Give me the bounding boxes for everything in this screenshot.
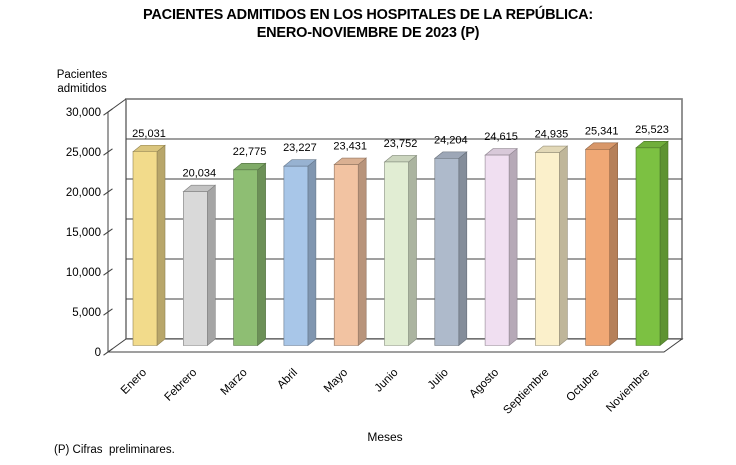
y-tick-label-10000: 10,000 <box>66 267 101 279</box>
bar-junio-side <box>408 154 417 347</box>
y-tick-10000 <box>103 268 113 276</box>
bar-noviembre-side <box>659 140 669 347</box>
bar-febrero-side <box>207 184 216 347</box>
chart-title-line-1: PACIENTES ADMITIDOS EN LOS HOSPITALES DE… <box>143 7 593 23</box>
y-tick-label-25000: 25,000 <box>66 147 101 159</box>
bar-marzo-side <box>257 162 266 347</box>
x-tick-label-junio: Junio <box>373 367 401 395</box>
y-tick-15000 <box>103 228 113 236</box>
y-tick-5000 <box>103 308 113 316</box>
bar-julio-side <box>458 151 468 347</box>
bar-junio-front <box>384 161 409 346</box>
value-label-septiembre: 24,935 <box>535 129 569 141</box>
y-tick-30000 <box>103 108 113 116</box>
chart-footnote: (P) Cifras preliminares. <box>54 444 175 456</box>
y-tick-label-5000: 5,000 <box>72 307 101 319</box>
x-tick-label-julio: Julio <box>426 367 451 392</box>
bar-noviembre <box>635 140 669 347</box>
bar-abril <box>283 159 317 347</box>
value-label-octubre: 25,341 <box>585 125 619 137</box>
x-tick-label-enero: Enero <box>119 367 149 397</box>
bar-octubre <box>584 142 619 347</box>
bar-abril-side <box>307 159 317 347</box>
x-tick-label-septiembre: Septiembre <box>501 367 551 417</box>
bar-mayo-side <box>357 157 367 347</box>
bar-marzo-front <box>233 169 258 346</box>
x-axis-title: Meses <box>367 430 403 444</box>
bar-abril-front <box>283 165 309 346</box>
y-tick-20000 <box>103 188 113 196</box>
x-tick-label-noviembre: Noviembre <box>604 367 652 415</box>
bar-noviembre-front <box>635 147 661 346</box>
bar-enero-front <box>132 151 158 346</box>
bar-octubre-front <box>585 148 611 346</box>
x-tick-label-agosto: Agosto <box>467 367 501 401</box>
bar-octubre-side <box>609 142 619 347</box>
bar-enero <box>132 144 166 347</box>
value-label-enero: 25,031 <box>132 128 166 140</box>
x-tick-label-octubre: Octubre <box>564 367 601 404</box>
x-tick-label-mayo: Mayo <box>322 367 350 395</box>
bar-septiembre-side <box>559 145 568 347</box>
bar-agosto-side <box>508 147 518 347</box>
bar-enero-side <box>156 144 166 347</box>
chart-title: PACIENTES ADMITIDOS EN LOS HOSPITALES DE… <box>0 6 736 42</box>
value-label-abril: 23,227 <box>283 142 317 154</box>
x-tick-label-abril: Abril <box>275 367 300 392</box>
bar-mayo <box>333 157 368 347</box>
bar-agosto <box>484 147 518 347</box>
bar-septiembre-front <box>535 152 560 346</box>
value-label-agosto: 24,615 <box>484 131 518 143</box>
value-label-junio: 23,752 <box>384 138 418 150</box>
y-tick-25000 <box>103 148 113 156</box>
bar-junio <box>383 154 418 347</box>
y-tick-label-15000: 15,000 <box>66 227 101 239</box>
value-label-mayo: 23,431 <box>333 141 367 153</box>
y-tick-label-0: 0 <box>95 347 101 359</box>
value-label-marzo: 22,775 <box>233 146 267 158</box>
x-tick-label-febrero: Febrero <box>162 367 199 404</box>
value-label-febrero: 20,034 <box>182 168 216 180</box>
bar-septiembre <box>534 145 569 347</box>
bar-febrero <box>182 184 217 347</box>
bar-julio-front <box>434 158 460 346</box>
x-tick-label-marzo: Marzo <box>219 367 250 398</box>
bar-agosto-front <box>484 154 510 346</box>
y-axis-title: Pacientes admitidos <box>56 69 108 95</box>
value-label-julio: 24,204 <box>434 134 468 146</box>
bar-febrero-front <box>183 191 208 346</box>
value-label-noviembre: 25,523 <box>635 124 669 136</box>
y-tick-label-20000: 20,000 <box>66 187 101 199</box>
y-tick-label-30000: 30,000 <box>66 107 101 119</box>
chart-title-line-2: ENERO-NOVIEMBRE DE 2023 (P) <box>256 25 480 41</box>
bar-marzo <box>232 162 267 347</box>
bar-julio <box>433 151 468 347</box>
bar-mayo-front <box>333 164 359 346</box>
y-tick-0 <box>103 348 113 356</box>
